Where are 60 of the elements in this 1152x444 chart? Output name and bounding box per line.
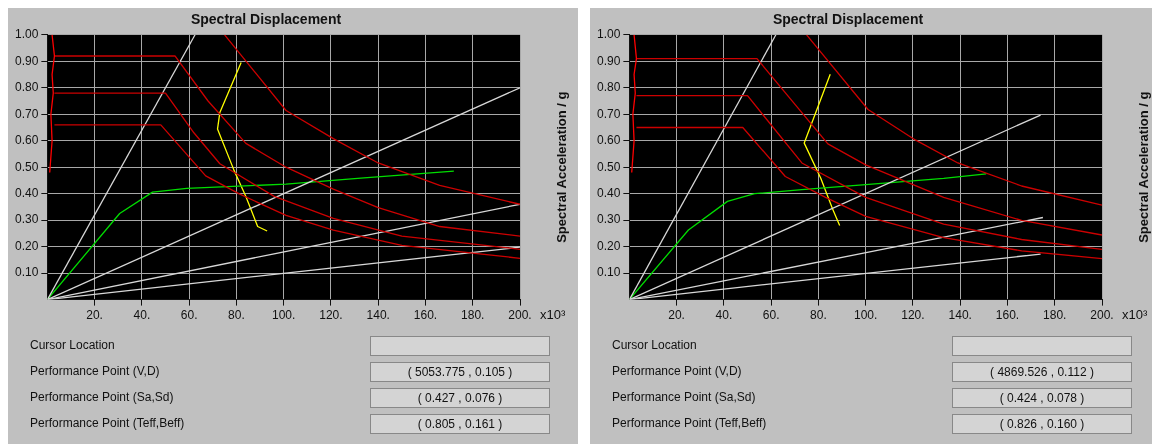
y-tick-label: 0.90 [597,53,621,68]
y-tick-label: 0.50 [15,159,39,174]
x-tick-label: 180. [1043,308,1067,323]
x-tick-label: 120. [319,308,343,323]
x-tick-label: 100. [854,308,878,323]
y-tick-label: 0.20 [597,238,621,253]
y-tick-label: 1.00 [597,27,621,42]
y-tick-label: 0.70 [15,106,39,121]
text-field: ( 0.427 , 0.076 ) [370,388,550,408]
x-tick-label: 20. [668,308,685,323]
x-tick-label: 20. [86,308,103,323]
y-tick-label: 0.80 [15,80,39,95]
text: x10³ [540,307,566,323]
y-tick-label: 0.40 [597,185,621,200]
text: Performance Point (Teff,Beff) [30,416,185,430]
x-tick-label: 140. [366,308,390,323]
x-tick-label: 160. [995,308,1020,323]
y-axis-title: Spectral Acceleration / g [553,91,569,243]
y-tick-label: 0.70 [597,106,621,121]
y-tick-label: 0.30 [15,212,39,227]
text: Performance Point (V,D) [30,364,160,378]
y-tick-label: 0.50 [597,159,621,174]
y-tick-label: 0.60 [15,133,39,148]
chart-title: Spectral Displacement [772,11,924,28]
x-tick-label: 120. [901,308,925,323]
y-tick-label: 0.10 [15,265,39,280]
text: Performance Point (V,D) [612,364,742,378]
x-tick-label: 160. [413,308,438,323]
text-field: ( 0.826 , 0.160 ) [952,414,1132,434]
x-tick-label: 140. [948,308,972,323]
text-field: ( 0.805 , 0.161 ) [370,414,550,434]
text-field: ( 0.424 , 0.078 ) [952,388,1132,408]
x-tick-label: 200. [508,308,532,323]
y-tick-label: 0.10 [597,265,621,280]
y-tick-label: 1.00 [15,27,39,42]
y-tick-label: 0.80 [597,80,621,95]
x-tick-label: 60. [180,308,198,323]
x-tick-label: 200. [1090,308,1114,323]
y-tick-label: 0.40 [15,185,39,200]
y-tick-label: 0.90 [15,53,39,68]
text: Cursor Location [612,338,697,352]
x-tick-label: 80. [810,308,827,323]
x-tick-label: 180. [461,308,485,323]
text-field: ( 5053.775 , 0.105 ) [370,362,550,382]
y-axis-title: Spectral Acceleration / g [1135,91,1151,243]
x-tick-label: 40. [715,308,733,323]
x-tick-label: 100. [272,308,296,323]
text: Cursor Location [30,338,115,352]
text: Performance Point (Teff,Beff) [612,416,767,430]
text: Performance Point (Sa,Sd) [612,390,756,404]
x-tick-label: 80. [228,308,245,323]
y-tick-label: 0.30 [597,212,621,227]
text-field: ( 4869.526 , 0.112 ) [952,362,1132,382]
x-tick-label: 40. [133,308,151,323]
y-tick-label: 0.60 [597,133,621,148]
x-tick-label: 60. [762,308,780,323]
text: Performance Point (Sa,Sd) [30,390,174,404]
y-tick-label: 0.20 [15,238,39,253]
text: x10³ [1122,307,1148,323]
chart-title: Spectral Displacement [190,11,342,28]
